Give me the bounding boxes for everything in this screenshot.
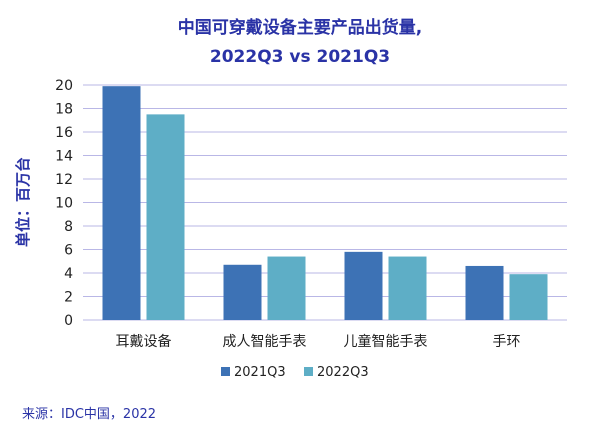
y-tick-label: 2 <box>64 290 73 306</box>
category-label: 耳戴设备 <box>116 333 172 350</box>
bar-2022Q3-3 <box>509 274 548 320</box>
legend-label-2021Q3: 2021Q3 <box>234 365 286 380</box>
y-tick-label: 0 <box>64 313 73 329</box>
y-tick-label: 16 <box>55 125 73 141</box>
category-labels: 耳戴设备 成人智能手表 儿童智能手表 手环 <box>116 333 521 350</box>
bar-2021Q3-3 <box>465 265 504 320</box>
y-tick-label: 18 <box>55 102 73 118</box>
y-tick-labels: 0 2 4 6 8 10 12 14 16 18 20 <box>55 78 73 329</box>
chart-title-line1: 中国可穿戴设备主要产品出货量, <box>178 17 422 38</box>
category-label: 儿童智能手表 <box>344 333 428 350</box>
legend: 2021Q3 2022Q3 <box>221 365 369 380</box>
legend-label-2022Q3: 2022Q3 <box>317 365 369 380</box>
y-tick-label: 8 <box>64 219 73 235</box>
bar-2022Q3-1 <box>267 256 306 320</box>
bar-2021Q3-0 <box>102 86 141 320</box>
category-label: 成人智能手表 <box>223 334 307 350</box>
y-tick-label: 6 <box>64 243 73 259</box>
bar-2022Q3-2 <box>388 256 427 320</box>
source-note: 来源：IDC中国，2022 <box>22 407 156 422</box>
legend-swatch-2022Q3 <box>304 367 313 376</box>
chart-title-line2: 2022Q3 vs 2021Q3 <box>210 47 390 67</box>
bar-2021Q3-2 <box>344 251 383 320</box>
bar-2021Q3-1 <box>223 264 262 320</box>
bars <box>102 86 548 320</box>
y-tick-label: 4 <box>64 266 73 282</box>
y-axis-label: 单位：百万台 <box>14 157 32 247</box>
y-tick-label: 10 <box>55 196 73 212</box>
y-tick-label: 14 <box>55 149 73 165</box>
category-label: 手环 <box>493 334 521 350</box>
legend-swatch-2021Q3 <box>221 367 230 376</box>
bar-2022Q3-0 <box>146 114 185 320</box>
y-tick-label: 20 <box>55 78 73 94</box>
y-tick-label: 12 <box>55 172 73 188</box>
